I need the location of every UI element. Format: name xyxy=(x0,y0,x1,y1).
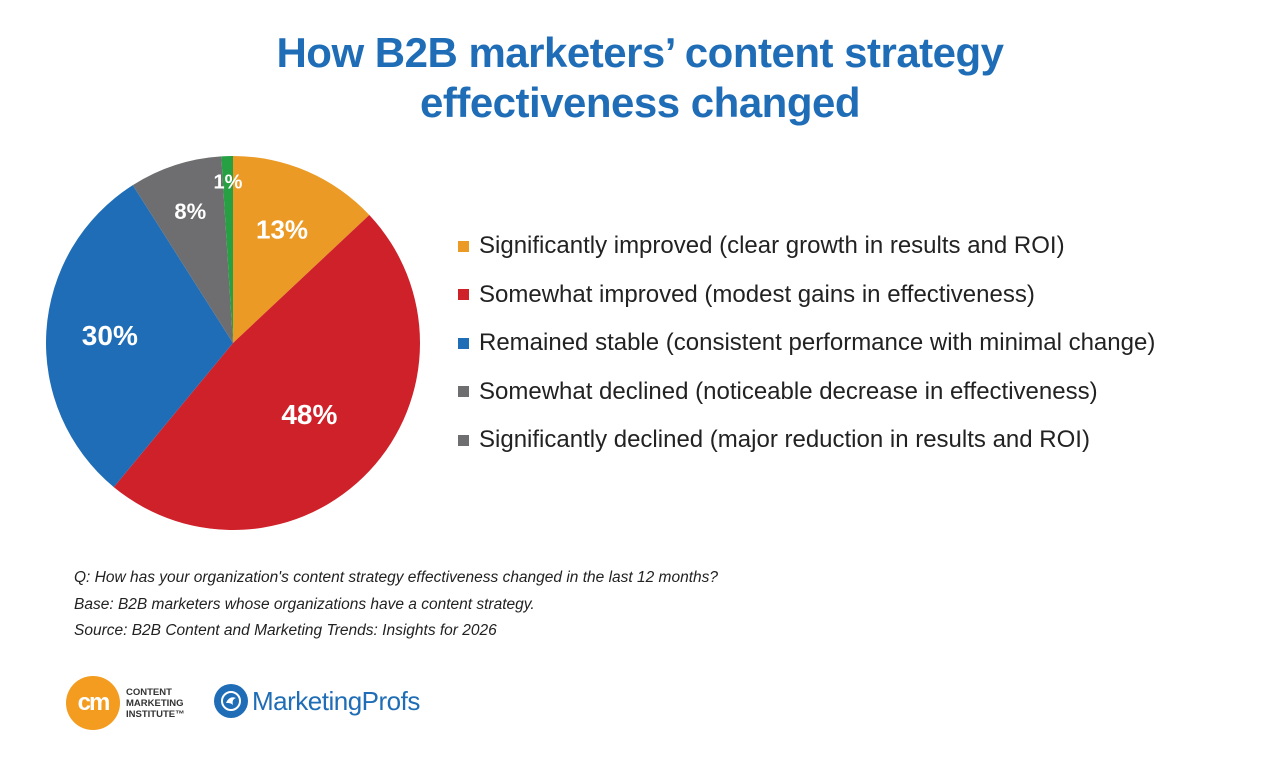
legend: Significantly improved (clear growth in … xyxy=(458,222,1155,465)
marketingprofs-logo: MarketingProfs xyxy=(214,684,420,718)
cmi-logo-line: CONTENT xyxy=(126,686,172,698)
slice-data-label: 30% xyxy=(82,320,138,351)
legend-label: Remained stable (consistent performance … xyxy=(479,329,1156,357)
pie-slice xyxy=(233,156,370,343)
legend-label: Somewhat improved (modest gains in effec… xyxy=(479,280,1035,308)
legend-item: Significantly improved (clear growth in … xyxy=(458,222,1155,271)
cmi-logo-mark: cm xyxy=(66,676,120,730)
pie-chart: 13% 48% 30% 8% 1% xyxy=(45,156,421,530)
survey-question: Q: How has your organization's content s… xyxy=(74,569,718,586)
slice-data-label: 1% xyxy=(213,171,242,193)
cmi-logo-line: INSTITUTE™ xyxy=(126,708,185,720)
content-marketing-institute-logo: cm CONTENT MARKETING INSTITUTE™ xyxy=(66,676,185,730)
pie-slice xyxy=(132,156,233,343)
slice-data-label: 48% xyxy=(281,399,337,430)
pie-slice xyxy=(45,185,234,488)
legend-swatch xyxy=(458,289,469,301)
pie-slice xyxy=(221,156,233,343)
marketingprofs-bird-icon xyxy=(214,684,248,718)
legend-swatch xyxy=(458,337,469,349)
chart-title-line-1: How B2B marketers’ content strategy xyxy=(276,29,1004,76)
marketingprofs-logo-text: MarketingProfs xyxy=(252,685,420,716)
legend-item: Remained stable (consistent performance … xyxy=(458,319,1155,368)
cmi-logo-text: CONTENT MARKETING INSTITUTE™ xyxy=(126,687,185,720)
legend-label: Significantly improved (clear growth in … xyxy=(479,232,1065,260)
survey-base: Base: B2B marketers whose organizations … xyxy=(74,595,535,613)
cmi-logo-line: MARKETING xyxy=(126,697,184,709)
chart-notes: Q: How has your organization's content s… xyxy=(74,568,718,648)
pie-slice xyxy=(113,214,421,530)
chart-title: How B2B marketers’ content strategy effe… xyxy=(0,28,1280,128)
slice-data-label: 8% xyxy=(174,199,206,224)
legend-swatch xyxy=(458,386,469,398)
legend-item: Somewhat declined (noticeable decrease i… xyxy=(458,368,1155,417)
legend-item: Significantly declined (major reduction … xyxy=(458,416,1155,465)
slice-data-label: 13% xyxy=(256,215,308,245)
cmi-logo-mark-text: cm xyxy=(77,689,111,716)
legend-swatch xyxy=(458,240,469,252)
legend-label: Significantly declined (major reduction … xyxy=(479,426,1090,454)
legend-swatch xyxy=(458,434,469,446)
legend-label: Somewhat declined (noticeable decrease i… xyxy=(479,377,1098,405)
chart-title-line-2: effectiveness changed xyxy=(419,79,861,126)
survey-source: Source: B2B Content and Marketing Trends… xyxy=(74,622,497,639)
legend-item: Somewhat improved (modest gains in effec… xyxy=(458,271,1155,320)
